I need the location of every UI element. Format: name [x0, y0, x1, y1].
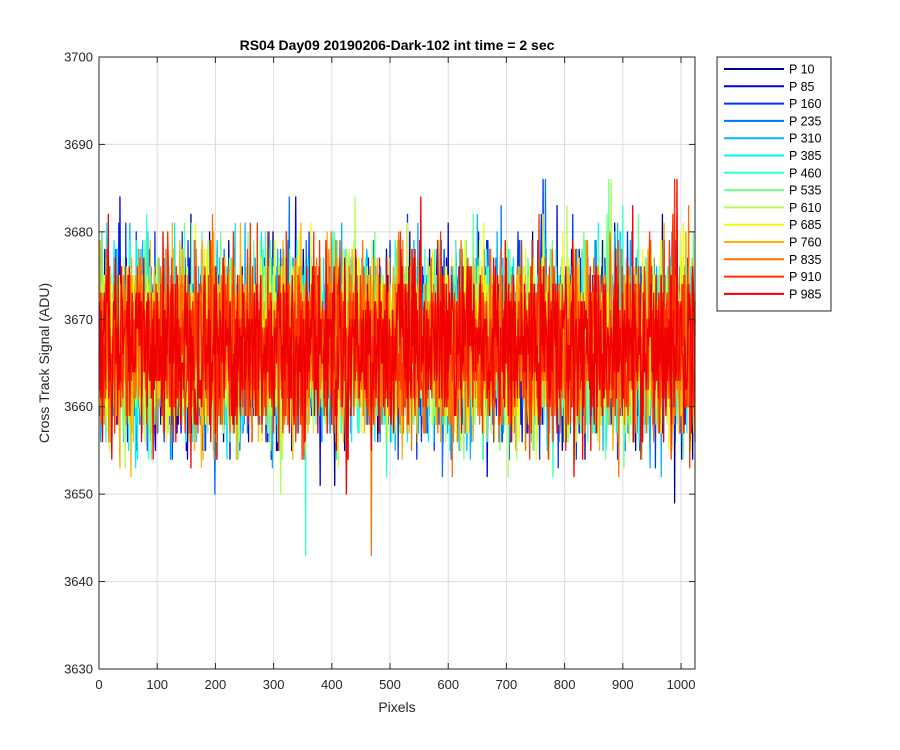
legend-label: P 160 [789, 97, 821, 111]
y-tick-label: 3690 [64, 137, 93, 152]
series-lines [98, 178, 696, 556]
legend-label: P 760 [789, 236, 821, 250]
x-tick-label: 600 [437, 677, 459, 692]
legend-label: P 685 [789, 218, 821, 232]
legend-label: P 535 [789, 184, 821, 198]
legend-label: P 910 [789, 270, 821, 284]
series-line [98, 178, 696, 495]
x-tick-label: 400 [321, 677, 343, 692]
legend-label: P 310 [789, 132, 821, 146]
legend-label: P 985 [789, 287, 821, 301]
y-tick-label: 3670 [64, 312, 93, 327]
legend: P 10 P 85 P 160 P 235 P 310 P 385 P 460 P 535 P … [716, 56, 832, 312]
legend-label: P 460 [789, 166, 821, 180]
x-axis-label: Pixels [378, 699, 415, 715]
legend-box [716, 56, 832, 312]
axis-ticks: 0 100 200 300 400 500 600 700 800 900 1000 3630 3640… [64, 50, 695, 693]
y-tick-label: 3630 [64, 662, 93, 677]
x-tick-label: 1000 [667, 677, 696, 692]
legend-label: P 235 [789, 114, 821, 128]
legend-items: P 10 P 85 P 160 P 235 P 310 P 385 P 460 P 535 P … [724, 63, 821, 301]
legend-label: P 385 [789, 149, 821, 163]
x-tick-label: 900 [612, 677, 634, 692]
y-tick-label: 3640 [64, 574, 93, 589]
x-tick-label: 300 [263, 677, 285, 692]
x-tick-label: 700 [496, 677, 518, 692]
y-tick-label: 3680 [64, 224, 93, 239]
legend-label: P 10 [789, 63, 815, 77]
x-tick-label: 100 [146, 677, 168, 692]
legend-label: P 610 [789, 201, 821, 215]
y-axis-label: Cross Track Signal (ADU) [36, 283, 52, 443]
x-tick-label: 500 [379, 677, 401, 692]
chart-title: RS04 Day09 20190206-Dark-102 int time = … [240, 37, 555, 53]
plot-frame [98, 56, 696, 670]
x-tick-label: 200 [205, 677, 227, 692]
y-tick-label: 3700 [64, 50, 93, 65]
legend-label: P 835 [789, 253, 821, 267]
legend-label: P 85 [789, 80, 815, 94]
x-tick-label: 0 [95, 677, 102, 692]
x-tick-label: 800 [554, 677, 576, 692]
y-tick-label: 3650 [64, 487, 93, 502]
y-tick-label: 3660 [64, 399, 93, 414]
